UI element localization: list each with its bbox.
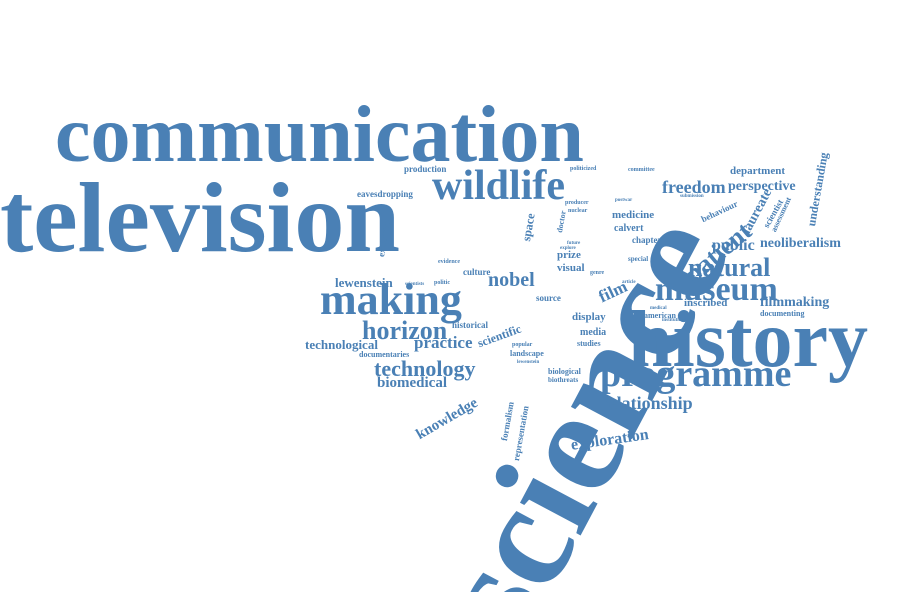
- word-calvert: calvert: [614, 223, 644, 234]
- word-knowledge: knowledge: [413, 394, 481, 443]
- word-politicized: politicized: [570, 166, 597, 172]
- word-doctor: doctor: [555, 209, 568, 234]
- word-display: display: [572, 311, 606, 323]
- word-nuclear: nuclear: [568, 208, 588, 214]
- word-public: public: [712, 237, 755, 254]
- word-scientists: scientists: [405, 282, 425, 287]
- word-perspective: perspective: [728, 179, 796, 194]
- word-making: making: [320, 275, 462, 324]
- word-eavesdropping: eavesdropping: [357, 189, 413, 199]
- word-communication: communication: [55, 91, 584, 179]
- word-technological: technological: [305, 337, 378, 352]
- word-studies: studies: [577, 339, 601, 348]
- word-documentaries: documentaries: [359, 350, 410, 359]
- word-genre: genre: [590, 270, 605, 276]
- word-article: article: [622, 280, 636, 285]
- word-producer: producer: [565, 200, 589, 206]
- word-popular: popular: [512, 342, 533, 348]
- word-visual: visual: [557, 262, 585, 274]
- word-programme: programme: [600, 353, 792, 395]
- word-relationship: relationship: [601, 393, 693, 413]
- word-lewenstein-small: lewenstein: [517, 360, 540, 365]
- word-space: space: [519, 212, 538, 243]
- word-historical: historical: [452, 320, 488, 330]
- word-special: special: [628, 255, 649, 263]
- word-wildlife: wildlife: [432, 163, 565, 209]
- word-production: production: [404, 164, 447, 174]
- word-medicine: medicine: [612, 209, 655, 221]
- word-culture: culture: [463, 267, 491, 277]
- word-biothreats: biothreats: [548, 376, 579, 384]
- word-filmmaking: filmmaking: [760, 295, 830, 310]
- word-prize: prize: [557, 249, 581, 261]
- word-neoliberalism: neoliberalism: [760, 236, 841, 251]
- word-practice: practice: [414, 333, 473, 352]
- word-inscribed: inscribed: [684, 297, 728, 309]
- word-museum: museum: [655, 271, 778, 308]
- word-postwar: postwar: [615, 198, 633, 203]
- word-technology: technology: [374, 356, 476, 381]
- word-evidence: evidence: [438, 259, 460, 265]
- word-nobel: nobel: [488, 269, 535, 291]
- word-submission: submission: [680, 194, 704, 199]
- word-institutional: institutional: [662, 318, 688, 323]
- word-history: history: [628, 296, 868, 384]
- word-documenting: documenting: [760, 309, 805, 318]
- word-future: future: [567, 241, 581, 246]
- word-politic: politic: [434, 280, 450, 286]
- word-lewenstein: lewenstein: [335, 275, 393, 290]
- word-understanding: understanding: [804, 151, 831, 228]
- word-committee: committee: [628, 167, 655, 173]
- word-medical: medical: [650, 306, 667, 311]
- word-biological: biological: [548, 367, 581, 376]
- word-source: source: [536, 293, 561, 303]
- word-explore: explore: [560, 246, 576, 251]
- word-american: american: [644, 311, 676, 320]
- word-horizon: horizon: [362, 316, 448, 345]
- word-media: media: [580, 327, 607, 338]
- word-natural: natural: [688, 253, 771, 282]
- word-department: department: [730, 165, 785, 177]
- word-landscape: landscape: [510, 349, 544, 358]
- word-chapter: chapter: [632, 235, 662, 245]
- word-television: television: [0, 162, 400, 273]
- word-freedom: freedom: [662, 177, 726, 197]
- word-biomedical: biomedical: [377, 375, 447, 391]
